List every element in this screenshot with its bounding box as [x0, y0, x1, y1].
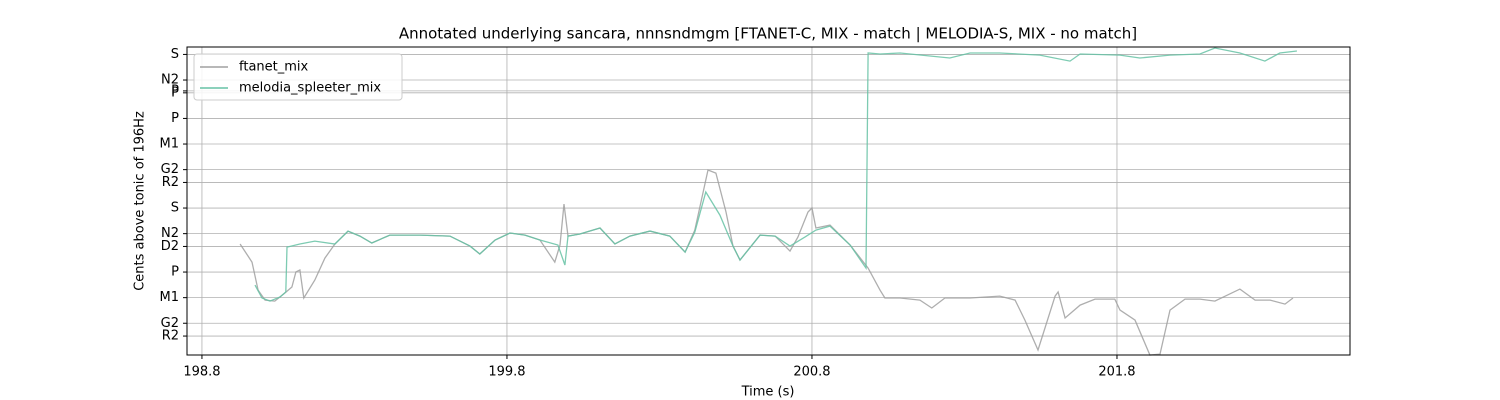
series-line — [254, 47, 1297, 302]
y-tick-label: P — [171, 111, 179, 126]
x-tick-label: 201.8 — [1098, 365, 1135, 380]
y-tick-label: R2 — [162, 175, 179, 190]
legend-label: ftanet_mix — [239, 60, 309, 75]
y-tick-label: S — [171, 47, 179, 62]
x-tick-label: 199.8 — [488, 365, 525, 380]
x-axis-label: Time (s) — [741, 385, 795, 400]
x-tick-label: 198.8 — [183, 365, 220, 380]
y-tick-label: P — [171, 85, 179, 100]
y-tick-label: N2 — [161, 73, 179, 88]
y-tick-label: D2 — [161, 239, 179, 254]
chart-title: Annotated underlying sancara, nnnsndmgm … — [399, 25, 1137, 43]
y-tick-label: G2 — [161, 162, 179, 177]
legend-label: melodia_spleeter_mix — [239, 81, 381, 96]
y-tick-label: M1 — [160, 137, 180, 152]
y-tick-label: M1 — [160, 290, 180, 305]
y-tick-label: N2 — [161, 226, 179, 241]
x-tick-label: 200.8 — [793, 365, 830, 380]
legend-box — [193, 53, 403, 101]
y-tick-label: P — [171, 83, 179, 98]
y-tick-label: R2 — [162, 329, 179, 344]
plot-frame — [186, 46, 1351, 356]
y-tick-label: P — [171, 265, 179, 280]
y-axis-label: Cents above tonic of 196Hz — [133, 111, 148, 291]
y-tick-label: G2 — [161, 316, 179, 331]
y-tick-label: S — [171, 201, 179, 216]
